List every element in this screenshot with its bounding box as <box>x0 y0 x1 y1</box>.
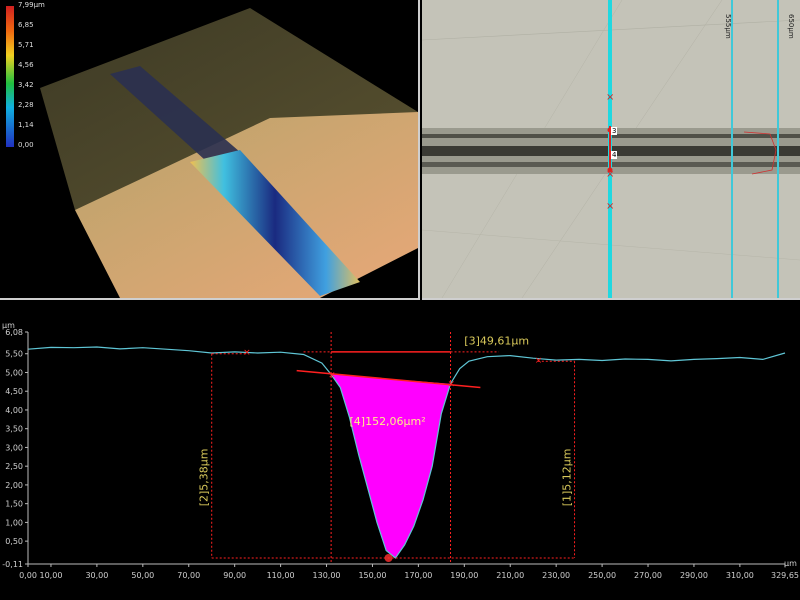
area-label: [4]152,06µm² <box>349 415 425 428</box>
marker-line[interactable] <box>777 0 779 298</box>
y-tick-label: 1,50 <box>5 500 23 509</box>
svg-text:×: × <box>606 201 614 212</box>
micrograph-panel[interactable]: × × × 3 4 555µm 650µm <box>422 0 800 300</box>
3d-surface <box>6 6 418 298</box>
profile-chart-panel[interactable]: 6,08 5,50 5,00 4,50 4,00 3,50 3,00 2,50 2,00 1,50… <box>0 302 800 600</box>
colorbar-label: 3,42 <box>18 81 34 89</box>
y-tick-label: 2,50 <box>5 462 23 471</box>
3d-view-panel[interactable]: 7,99µm 6,85 5,71 4,56 3,42 2,28 1,14 0,0… <box>0 0 420 300</box>
depth-left-label: [2]5,38µm <box>198 449 211 507</box>
area-fill <box>331 374 451 558</box>
colorbar-label: 7,99µm <box>18 1 45 9</box>
x-tick-label: 70,00 <box>177 571 200 580</box>
x-tick-label: 290,00 <box>680 571 708 580</box>
y-tick-label: 0,50 <box>5 537 23 546</box>
colorbar-label: 0,00 <box>18 141 34 149</box>
micrograph: × × × <box>422 0 800 298</box>
x-tick-label: 50,00 <box>131 571 154 580</box>
min-point-marker <box>384 554 393 563</box>
colorbar-label: 6,85 <box>18 21 34 29</box>
x-tick-label: 210,00 <box>496 571 524 580</box>
x-tick-label: 0,00 <box>19 571 37 580</box>
colorbar <box>6 6 14 147</box>
y-tick-label: 4,00 <box>5 406 23 415</box>
chord-line <box>296 369 481 389</box>
x-tick-label: 130,00 <box>313 571 341 580</box>
y-tick-label: 5,50 <box>5 350 23 359</box>
y-tick-label: 3,00 <box>5 443 23 452</box>
colorbar-label: 1,14 <box>18 121 34 129</box>
point-marker: × <box>243 348 251 358</box>
marker-line-label: 555µm <box>724 14 732 39</box>
x-tick-label: 310,00 <box>726 571 754 580</box>
y-tick-label: 6,08 <box>5 328 23 337</box>
depth-right-label: [1]5,12µm <box>561 449 574 507</box>
colorbar-label: 2,28 <box>18 101 34 109</box>
point-marker: × <box>535 356 543 366</box>
y-tick-label: 5,00 <box>5 368 23 377</box>
x-axis-unit: µm <box>784 559 797 568</box>
x-tick-label: 250,00 <box>588 571 616 580</box>
x-tick-label: 150,00 <box>358 571 386 580</box>
x-tick-label: 230,00 <box>542 571 570 580</box>
x-tick-label: 190,00 <box>450 571 478 580</box>
marker-line[interactable] <box>731 0 733 298</box>
profile-line <box>27 346 786 559</box>
y-tick-label: 4,50 <box>5 387 23 396</box>
x-tick-label: 270,00 <box>634 571 662 580</box>
x-tick-label: 10,00 <box>40 571 63 580</box>
x-tick-label: 30,00 <box>85 571 108 580</box>
x-tick-label: 170,00 <box>404 571 432 580</box>
x-tick-label: 90,00 <box>223 571 246 580</box>
width-label: [3]49,61µm <box>464 334 529 347</box>
colorbar-label: 5,71 <box>18 41 34 49</box>
x-tick-label: 329,65 <box>771 571 799 580</box>
marker-label: 3 <box>611 127 618 135</box>
svg-text:×: × <box>606 92 614 103</box>
colorbar-label: 4,56 <box>18 61 34 69</box>
marker-line-label: 650µm <box>787 14 795 39</box>
y-tick-label: 3,50 <box>5 425 23 434</box>
y-tick-label: 2,00 <box>5 481 23 490</box>
marker-label: 4 <box>611 151 618 159</box>
svg-text:×: × <box>606 169 614 180</box>
point-marker: × <box>328 370 336 380</box>
y-axis-unit: µm <box>2 321 15 330</box>
x-tick-label: 110,00 <box>267 571 295 580</box>
y-tick-label: 1,00 <box>5 518 23 527</box>
y-tick-label: -0,11 <box>2 560 23 569</box>
point-marker: × <box>448 380 456 390</box>
profile-chart: 6,08 5,50 5,00 4,50 4,00 3,50 3,00 2,50 2,00 1,50… <box>2 321 799 580</box>
